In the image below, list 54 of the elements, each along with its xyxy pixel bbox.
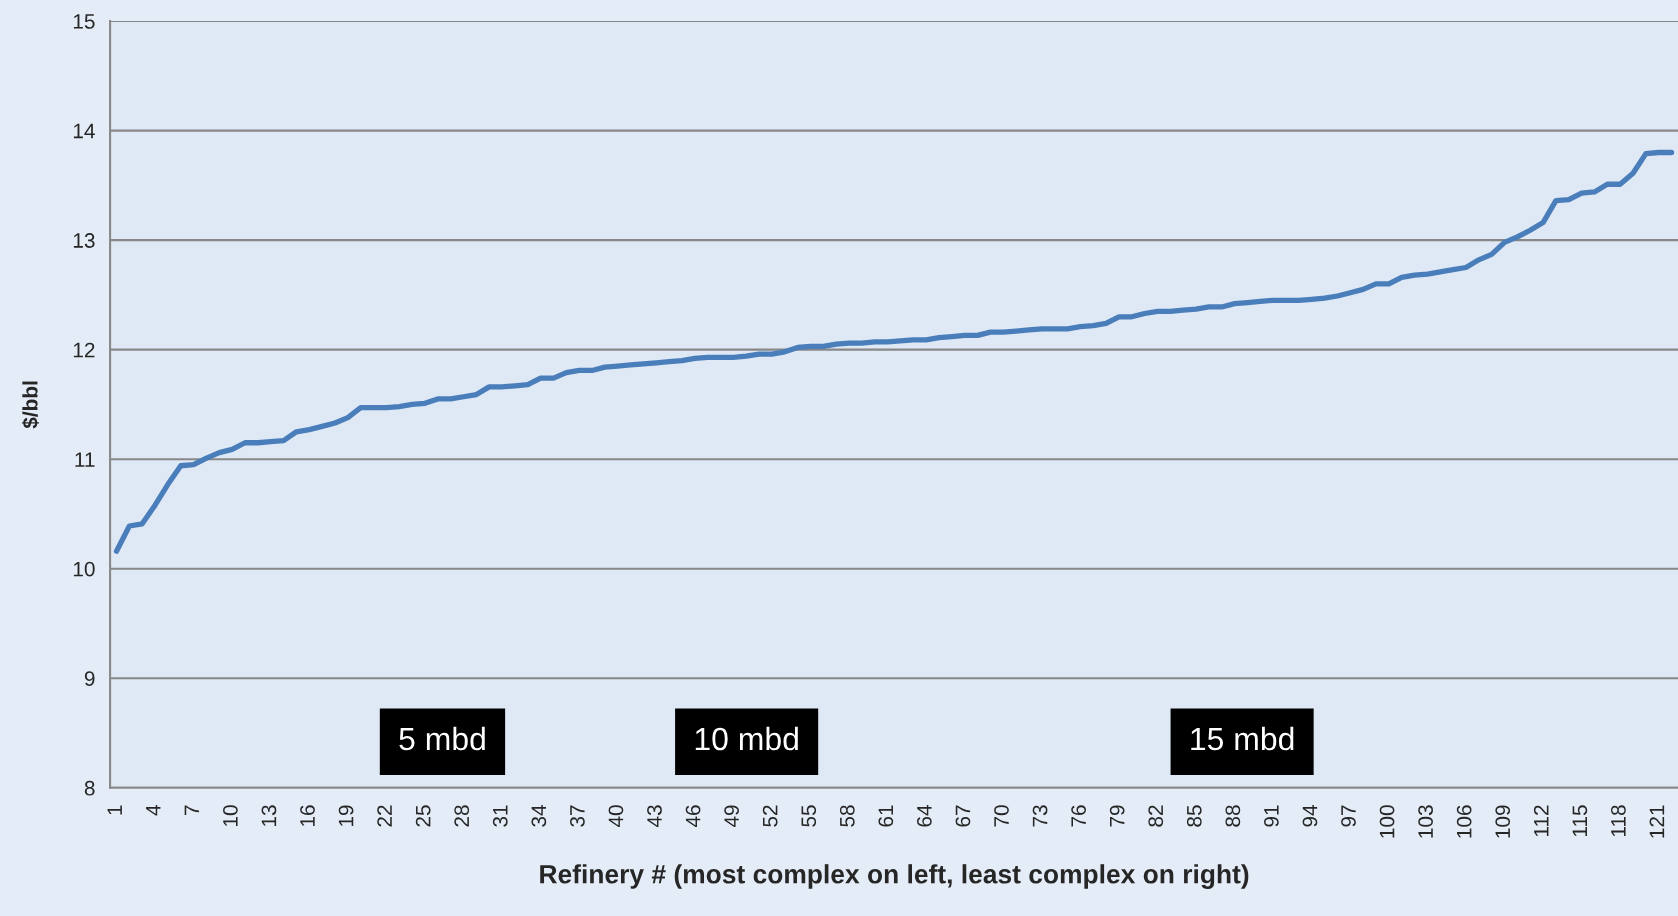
- x-tick-label: 79: [1109, 805, 1125, 827]
- x-tick-label: 40: [608, 805, 624, 828]
- x-tick-label: 31: [492, 805, 508, 827]
- y-tick-label: 10: [73, 561, 95, 577]
- y-tick-label: 14: [73, 123, 95, 139]
- x-tick-label: 91: [1264, 805, 1279, 827]
- y-tick-label: 12: [73, 342, 95, 358]
- x-tick-label: 82: [1148, 805, 1164, 827]
- x-tick-label: 76: [1071, 805, 1086, 827]
- x-tick-label: 100: [1379, 805, 1395, 838]
- y-tick-label: 11: [75, 452, 95, 467]
- y-axis-title: $/bbl: [21, 381, 39, 429]
- x-tick-label: 28: [454, 805, 470, 827]
- annotation: 5 mbd: [399, 726, 485, 751]
- x-tick-label: 52: [762, 805, 778, 827]
- x-tick-label: 1: [107, 805, 122, 815]
- x-tick-label: 112: [1533, 805, 1549, 837]
- x-tick-label: 61: [878, 805, 894, 827]
- x-tick-label: 43: [647, 805, 662, 828]
- x-tick-label: 34: [531, 805, 547, 827]
- annotation: 15 mbd: [1191, 726, 1294, 751]
- x-tick-label: 7: [184, 805, 199, 815]
- x-tick-label: 70: [994, 805, 1009, 827]
- x-tick-label: 16: [300, 805, 315, 827]
- x-tick-label: 58: [839, 805, 855, 827]
- x-tick-label: 37: [570, 805, 585, 827]
- x-tick-label: 67: [955, 805, 971, 827]
- x-tick-label: 118: [1611, 805, 1626, 837]
- x-tick-label: 106: [1456, 805, 1472, 838]
- y-tick-label: 15: [73, 14, 95, 29]
- y-tick-label: 8: [84, 780, 95, 796]
- x-tick-label: 49: [724, 805, 739, 828]
- x-tick-label: 22: [377, 805, 392, 827]
- x-tick-label: 115: [1572, 805, 1588, 837]
- x-tick-label: 55: [801, 805, 817, 827]
- x-tick-label: 85: [1186, 805, 1202, 827]
- y-tick-label: 9: [84, 671, 95, 686]
- y-tick-label: 13: [73, 233, 95, 248]
- x-tick-label: 103: [1418, 805, 1433, 838]
- x-tick-label: 13: [261, 805, 277, 827]
- x-tick-label: 94: [1302, 805, 1318, 827]
- x-tick-label: 88: [1225, 805, 1241, 827]
- x-tick-label: 64: [917, 805, 932, 827]
- x-tick-label: 10: [223, 805, 238, 827]
- annotation: 10 mbd: [695, 726, 798, 751]
- x-tick-label: 46: [685, 805, 701, 828]
- x-axis-title: Refinery # (most complex on left, least complex on right): [540, 864, 1249, 889]
- x-tick-label: 109: [1495, 805, 1511, 838]
- x-tick-label: 97: [1341, 805, 1356, 827]
- x-tick-label: 25: [415, 805, 431, 827]
- x-tick-label: 19: [338, 805, 354, 827]
- x-tick-label: 73: [1032, 805, 1048, 827]
- x-tick-label: 121: [1649, 805, 1665, 838]
- x-tick-label: 4: [146, 805, 161, 816]
